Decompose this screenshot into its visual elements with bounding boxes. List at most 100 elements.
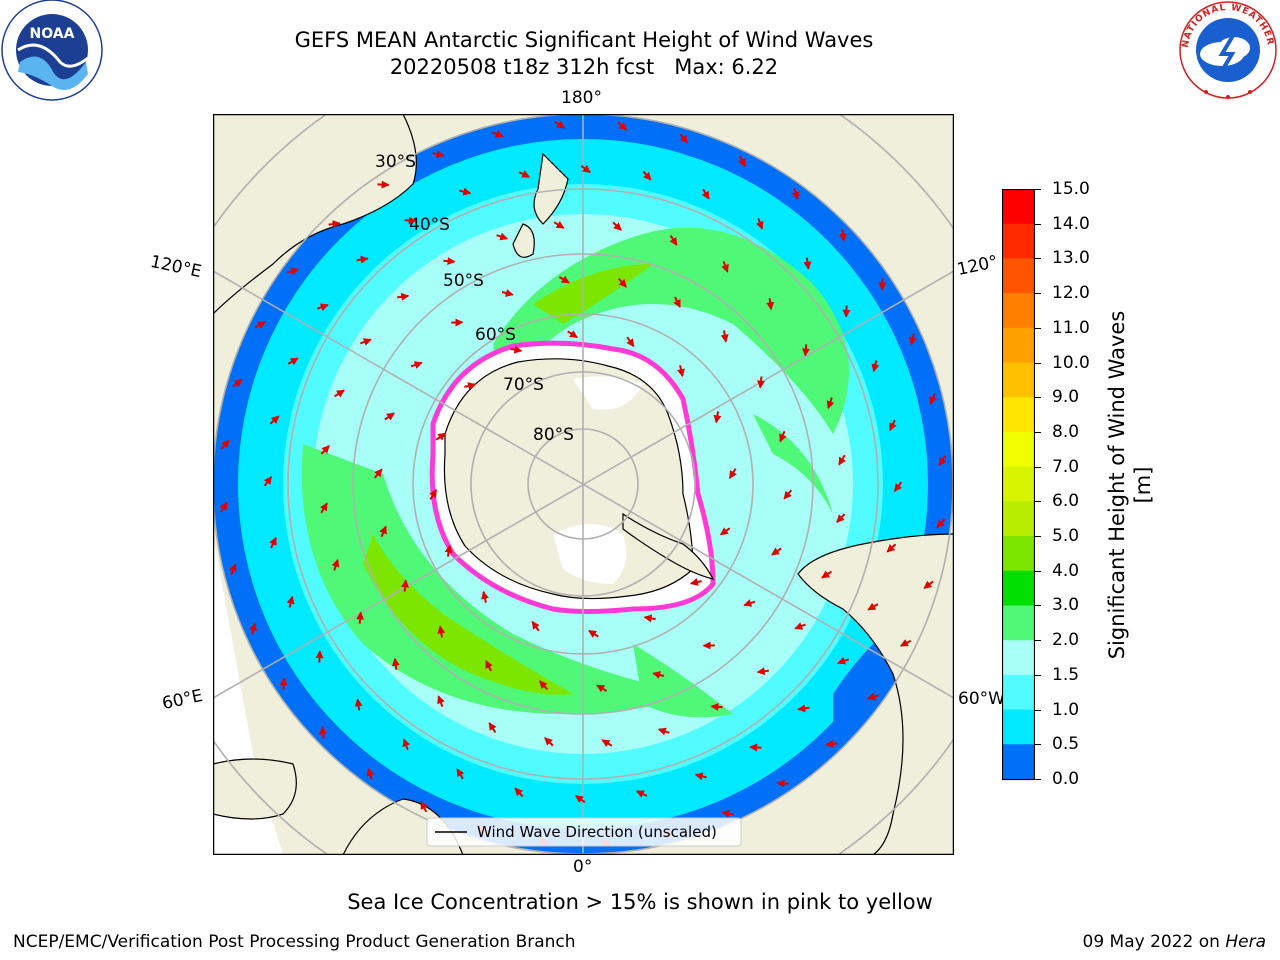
colorbar-tick-label: 0.0	[1052, 769, 1080, 789]
wave-arrow	[794, 622, 806, 630]
wave-arrow	[893, 481, 903, 492]
colorbar-tick-mark	[1035, 223, 1041, 225]
colorbar-cell	[1002, 223, 1035, 259]
colorbar-cell	[1002, 536, 1035, 572]
colorbar-tick-label: 8.0	[1052, 421, 1080, 442]
colorbar-tick-mark	[1035, 327, 1041, 329]
colorbar-tick-label: 6.0	[1052, 491, 1080, 512]
colorbar-tick-mark	[1035, 466, 1041, 468]
wave-arrow	[464, 382, 477, 390]
colorbar-cell	[1002, 709, 1035, 745]
wave-arrow	[518, 170, 531, 178]
wave-arrow	[444, 544, 453, 557]
run-date-text: 09 May 2022 on	[1082, 932, 1220, 952]
colorbar-tick-mark	[1035, 744, 1041, 746]
wave-arrow	[254, 321, 266, 329]
wave-arrow	[567, 330, 578, 339]
wave-arrow	[492, 130, 504, 138]
wave-arrow	[410, 361, 423, 369]
wave-arrow	[435, 432, 447, 441]
colorbar-cell	[1002, 744, 1035, 780]
map-legend: Wind Wave Direction (unscaled)	[426, 817, 742, 847]
wave-arrow	[360, 338, 372, 346]
wave-arrow	[316, 303, 329, 312]
wave-arrow	[878, 278, 887, 291]
credit-line: NCEP/EMC/Verification Post Processing Pr…	[13, 932, 576, 952]
colorbar-tick-mark	[1035, 640, 1041, 642]
wave-arrow	[356, 611, 365, 624]
colorbar-tick-mark	[1035, 258, 1041, 260]
colorbar-cell	[1002, 674, 1035, 711]
wave-arrow	[397, 292, 410, 301]
wave-arrow	[437, 625, 446, 638]
colorbar-tick-label: 5.0	[1052, 526, 1080, 547]
wave-arrow	[720, 330, 729, 343]
colorbar-tick-label: 1.0	[1052, 699, 1080, 720]
wave-arrow	[803, 257, 812, 270]
wave-arrow	[797, 704, 810, 713]
wave-arrow	[287, 267, 300, 276]
wave-arrow	[721, 261, 729, 273]
colorbar-cell	[1002, 258, 1035, 294]
sea-ice-note: Sea Ice Concentration > 15% is shown in …	[347, 890, 933, 914]
lon-label-0: 0°	[573, 857, 593, 877]
wave-arrow	[713, 411, 722, 424]
wave-arrow	[328, 220, 341, 229]
wave-arrow	[679, 133, 688, 144]
wave-arrow	[220, 439, 230, 450]
wave-arrow	[791, 188, 800, 201]
run-date: 09 May 2022 on Hera	[1083, 932, 1267, 952]
wave-arrow	[286, 595, 295, 608]
wave-arrow	[929, 393, 937, 405]
wave-arrow	[617, 121, 628, 131]
wave-arrow	[554, 120, 566, 129]
lat-label-50: 50°S	[443, 271, 484, 291]
wave-arrow	[643, 614, 656, 623]
wave-arrow	[510, 345, 523, 354]
lat-label-60: 60°S	[475, 325, 516, 345]
wave-arrow	[867, 602, 879, 611]
wave-arrow	[596, 684, 608, 693]
colorbar-tick-mark	[1035, 536, 1041, 538]
wave-arrow	[539, 680, 549, 690]
wave-arrow	[432, 150, 445, 159]
wave-arrow	[269, 536, 277, 549]
wave-arrow	[575, 794, 586, 804]
wave-arrow	[319, 502, 328, 514]
colorbar-cell	[1002, 466, 1035, 502]
wave-arrow	[652, 671, 665, 679]
colorbar-tick-label: 14.0	[1052, 213, 1090, 234]
wave-arrow	[938, 455, 947, 467]
wave-arrow	[779, 430, 787, 443]
colorbar-tick-mark	[1035, 431, 1041, 433]
wave-arrow	[384, 412, 395, 421]
legend-label: Wind Wave Direction (unscaled)	[477, 823, 717, 841]
lon-label-60w: 60°W	[958, 689, 1005, 709]
wave-arrow	[743, 599, 756, 607]
colorbar-tick-mark	[1035, 605, 1041, 607]
wave-arrow	[420, 801, 428, 813]
wave-arrow	[373, 468, 383, 479]
wave-arrow	[544, 737, 554, 747]
wave-arrow	[626, 336, 635, 348]
colorbar-tick-mark	[1035, 362, 1041, 364]
wave-arrow	[377, 180, 390, 189]
colorbar-tick-label: 11.0	[1052, 317, 1090, 338]
wave-arrow	[402, 738, 411, 751]
wave-arrow	[871, 360, 880, 373]
wave-arrow	[757, 376, 765, 389]
wave-arrow	[514, 787, 524, 798]
wave-arrow	[694, 772, 707, 781]
lon-label-120e: 120°E	[148, 251, 204, 283]
colorbar-tick-mark	[1035, 501, 1041, 503]
wave-arrow	[315, 650, 324, 663]
colorbar-tick-label: 10.0	[1052, 352, 1090, 373]
wave-arrow	[866, 692, 879, 701]
wave-arrow	[838, 454, 847, 466]
colorbar-cell	[1002, 501, 1035, 537]
wave-arrow	[366, 767, 375, 780]
wave-arrow	[669, 235, 678, 246]
wave-arrow	[738, 155, 746, 167]
noaa-logo: NOAA	[0, 0, 105, 109]
wave-arrow	[391, 657, 400, 670]
